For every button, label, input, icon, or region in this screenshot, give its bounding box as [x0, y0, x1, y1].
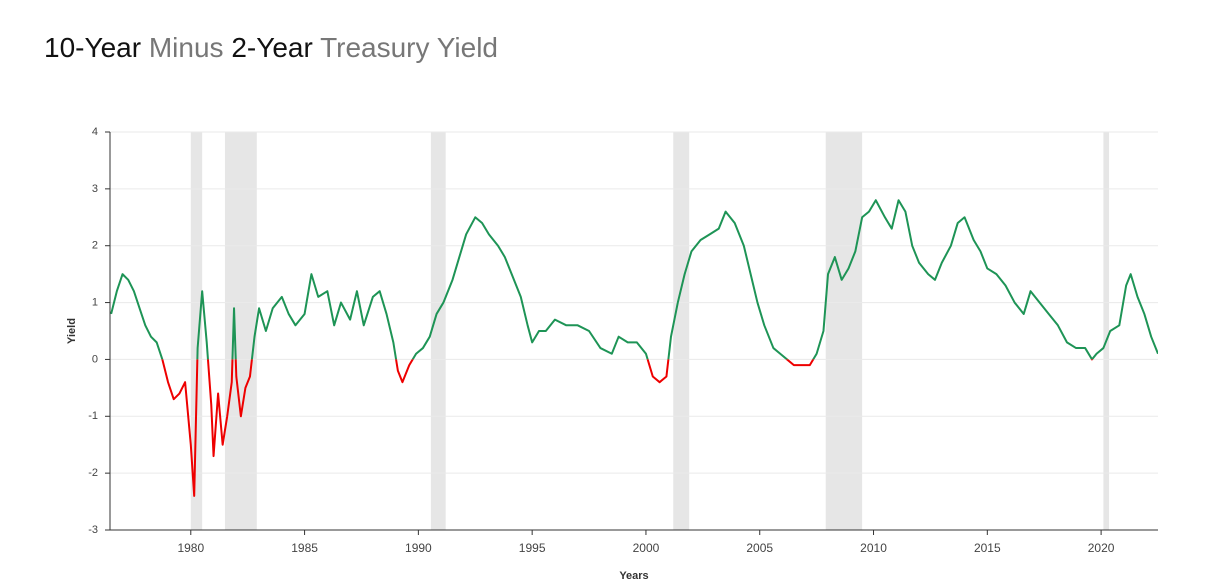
x-tick-label: 1985: [291, 541, 318, 555]
y-tick-label: 3: [92, 183, 98, 195]
y-tick-label: 0: [92, 353, 98, 365]
recession-band: [1103, 132, 1110, 530]
title-part: 2-Year: [231, 32, 312, 63]
x-tick-label: 2020: [1088, 541, 1115, 555]
x-axis-title: Years: [619, 570, 648, 582]
recession-band: [430, 132, 446, 530]
grid-layer: [110, 131, 1158, 531]
line-negative: [161, 359, 1094, 497]
y-tick-label: -1: [88, 410, 98, 422]
line-positive: [110, 199, 1158, 360]
x-tick-label: 1980: [177, 541, 204, 555]
y-tick-label: 1: [92, 296, 98, 308]
recession-band: [825, 132, 863, 530]
title-part: Minus: [149, 32, 224, 63]
line-layer: [110, 199, 1158, 497]
axis-layer: -3 -2 -1 0 1 2 3 4 1980 1985 1990 1995 2000 2005 2010 2…: [88, 126, 1158, 555]
x-tick-label: 2010: [860, 541, 887, 555]
recession-layer: [190, 132, 1110, 530]
title-part: 10-Year: [44, 32, 141, 63]
x-tick-label: 2000: [633, 541, 660, 555]
x-tick-label: 1990: [405, 541, 432, 555]
title-part: Treasury Yield: [320, 32, 498, 63]
y-tick-label: 4: [92, 126, 98, 138]
recession-band: [673, 132, 690, 530]
y-tick-label: 2: [92, 240, 98, 252]
chart-title: 10-Year Minus 2-Year Treasury Yield: [44, 32, 498, 63]
recession-band: [190, 132, 203, 530]
y-axis-title: Yield: [66, 318, 78, 344]
y-tick-label: -2: [88, 467, 98, 479]
x-tick-label: 1995: [519, 541, 546, 555]
x-tick-label: 2005: [746, 541, 773, 555]
y-tick-label: -3: [88, 524, 98, 536]
recession-band: [224, 132, 257, 530]
x-tick-label: 2015: [974, 541, 1001, 555]
